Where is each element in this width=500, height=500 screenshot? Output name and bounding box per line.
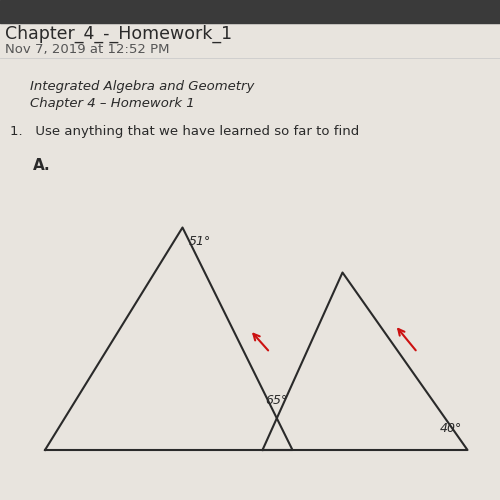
Text: A.: A. — [32, 158, 50, 172]
Text: Nov 7, 2019 at 12:52 PM: Nov 7, 2019 at 12:52 PM — [5, 42, 170, 56]
Text: Chapter 4 – Homework 1: Chapter 4 – Homework 1 — [30, 98, 194, 110]
Text: Chapter_4_-_Homework_1: Chapter_4_-_Homework_1 — [5, 25, 232, 44]
Text: Integrated Algebra and Geometry: Integrated Algebra and Geometry — [30, 80, 254, 93]
Text: 1.   Use anything that we have learned so far to find: 1. Use anything that we have learned so … — [10, 125, 359, 138]
Bar — [0, 0, 500, 22]
Text: 65°: 65° — [265, 394, 287, 407]
Text: 51°: 51° — [188, 235, 211, 248]
Text: 40°: 40° — [440, 422, 462, 435]
